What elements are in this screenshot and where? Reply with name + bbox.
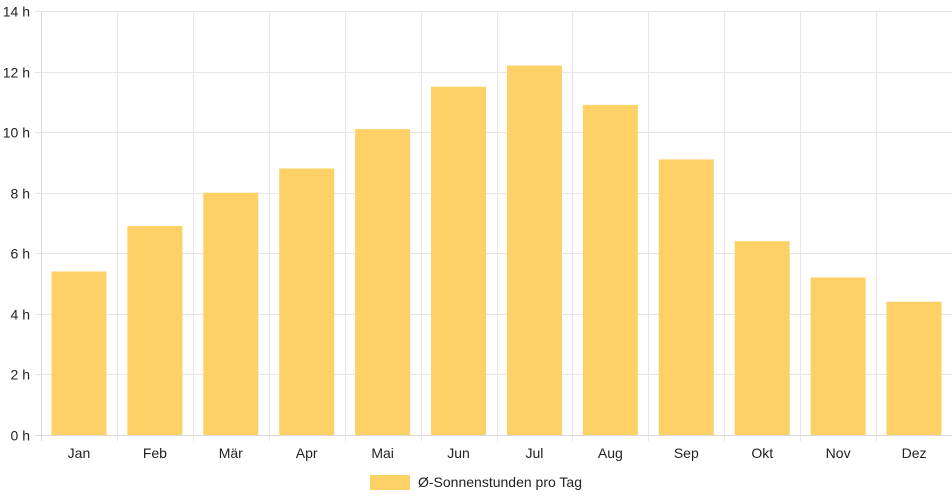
x-tick-label: Feb (143, 445, 167, 461)
x-tick-label: Jun (447, 445, 470, 461)
bar-0[interactable] (51, 271, 107, 435)
bar-layer (51, 65, 942, 435)
x-tick-label: Dez (902, 445, 927, 461)
bar-10[interactable] (810, 277, 866, 435)
x-tick-label: Nov (826, 445, 851, 461)
x-tick-label: Okt (751, 445, 773, 461)
x-tick-label: Mai (371, 445, 394, 461)
bar-4[interactable] (355, 129, 411, 435)
bar-7[interactable] (582, 104, 638, 435)
y-axis-labels: 0 h 2 h 4 h 6 h 8 h 10 h 12 h 14 h (3, 4, 30, 444)
bar-2[interactable] (203, 192, 259, 435)
bar-9[interactable] (734, 241, 790, 435)
legend-swatch[interactable] (370, 475, 410, 490)
x-axis-labels: Jan Feb Mär Apr Mai Jun Jul Aug Sep Okt Nov Dez (68, 445, 927, 461)
y-tick-label: 2 h (11, 367, 30, 383)
y-tick-label: 14 h (3, 4, 30, 20)
bar-11[interactable] (886, 301, 942, 435)
bar-1[interactable] (127, 226, 183, 435)
x-tick-label: Sep (674, 445, 699, 461)
y-tick-label: 0 h (11, 428, 30, 444)
legend-label[interactable]: Ø-Sonnenstunden pro Tag (418, 474, 582, 490)
x-tick-label: Jan (68, 445, 91, 461)
x-tick-label: Aug (598, 445, 623, 461)
bar-8[interactable] (658, 159, 714, 435)
y-tick-label: 12 h (3, 65, 30, 81)
y-tick-label: 4 h (11, 307, 30, 323)
y-tick-label: 10 h (3, 125, 30, 141)
grid-layer (35, 11, 952, 441)
x-tick-label: Jul (526, 445, 544, 461)
x-tick-label: Mär (219, 445, 243, 461)
bar-5[interactable] (431, 86, 487, 435)
y-tick-label: 6 h (11, 246, 30, 262)
y-tick-label: 8 h (11, 186, 30, 202)
bar-3[interactable] (279, 168, 335, 435)
legend[interactable]: Ø-Sonnenstunden pro Tag (370, 474, 582, 490)
x-tick-label: Apr (296, 445, 318, 461)
bar-6[interactable] (506, 65, 562, 435)
